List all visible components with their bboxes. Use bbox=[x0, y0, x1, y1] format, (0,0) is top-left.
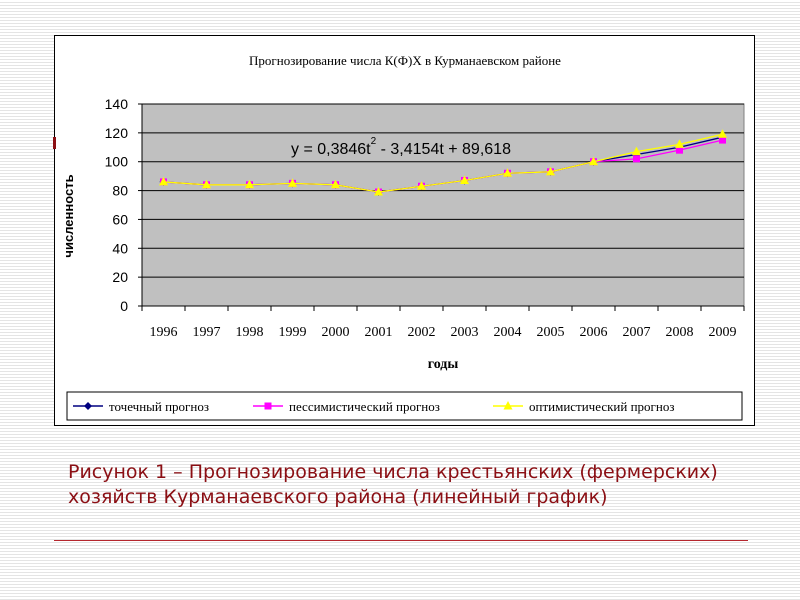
line-chart: Прогнозирование числа К(Ф)Х в Курманаевс… bbox=[61, 53, 745, 421]
x-tick-label: 1997 bbox=[193, 325, 221, 340]
x-tick-label: 2006 bbox=[580, 325, 608, 340]
data-point-2 bbox=[288, 178, 297, 187]
divider-line bbox=[54, 540, 748, 541]
x-tick-label: 2005 bbox=[537, 325, 565, 340]
series-line-2 bbox=[163, 133, 723, 193]
data-point-1 bbox=[633, 155, 640, 163]
x-tick-label: 2002 bbox=[408, 325, 436, 340]
plot-area bbox=[141, 103, 745, 307]
legend-marker-2 bbox=[503, 401, 513, 410]
data-point-2 bbox=[374, 187, 383, 196]
data-point-2 bbox=[460, 175, 469, 184]
y-tick-label: 20 bbox=[112, 269, 128, 285]
y-tick-label: 60 bbox=[112, 211, 128, 227]
x-axis-label: годы bbox=[428, 357, 459, 372]
x-tick-label: 2007 bbox=[623, 325, 651, 340]
x-tick-label: 2008 bbox=[666, 325, 694, 340]
x-tick-label: 2004 bbox=[494, 325, 522, 340]
chart-title: Прогнозирование числа К(Ф)Х в Курманаевс… bbox=[249, 53, 561, 68]
x-tick-label: 1999 bbox=[279, 325, 307, 340]
legend-label-1: пессимистический прогноз bbox=[289, 399, 440, 414]
data-point-2 bbox=[718, 129, 727, 138]
legend-marker-0 bbox=[84, 402, 92, 410]
legend-box bbox=[66, 391, 743, 421]
data-point-2 bbox=[503, 168, 512, 177]
data-point-2 bbox=[202, 179, 211, 189]
legend-label-0: точечный прогноз bbox=[109, 399, 209, 414]
data-point-1 bbox=[719, 136, 726, 144]
y-tick-label: 0 bbox=[120, 298, 128, 314]
y-tick-label: 40 bbox=[112, 240, 128, 256]
data-point-2 bbox=[632, 146, 641, 156]
data-point-2 bbox=[589, 156, 598, 166]
figure-caption: Рисунок 1 – Прогнозирование числа кресть… bbox=[68, 461, 718, 508]
x-tick-label: 2000 bbox=[322, 325, 350, 340]
trendline-equation: y = 0,3846t2 - 3,4154t + 89,618 bbox=[291, 136, 511, 158]
x-tick-label: 2001 bbox=[365, 325, 393, 340]
data-point-1 bbox=[676, 146, 683, 154]
y-tick-label: 120 bbox=[105, 125, 129, 141]
data-point-2 bbox=[546, 166, 555, 176]
x-tick-label: 1998 bbox=[236, 325, 264, 340]
data-point-2 bbox=[675, 139, 684, 148]
chart-container: Прогнозирование числа К(Ф)Х в Курманаевс… bbox=[54, 35, 755, 426]
legend-label-2: оптимистический прогноз bbox=[529, 399, 674, 414]
y-tick-label: 80 bbox=[112, 183, 128, 199]
legend-marker-1 bbox=[264, 402, 272, 410]
y-axis-label: численность bbox=[61, 174, 76, 257]
x-tick-label: 2003 bbox=[451, 325, 479, 340]
data-point-2 bbox=[245, 179, 254, 189]
data-point-2 bbox=[331, 179, 340, 189]
y-tick-label: 140 bbox=[105, 96, 129, 112]
data-point-2 bbox=[159, 176, 168, 186]
x-tick-label: 1996 bbox=[150, 325, 178, 340]
bullet-mark bbox=[53, 137, 56, 149]
data-point-2 bbox=[417, 181, 426, 190]
y-tick-label: 100 bbox=[105, 154, 129, 170]
x-tick-label: 2009 bbox=[709, 325, 737, 340]
